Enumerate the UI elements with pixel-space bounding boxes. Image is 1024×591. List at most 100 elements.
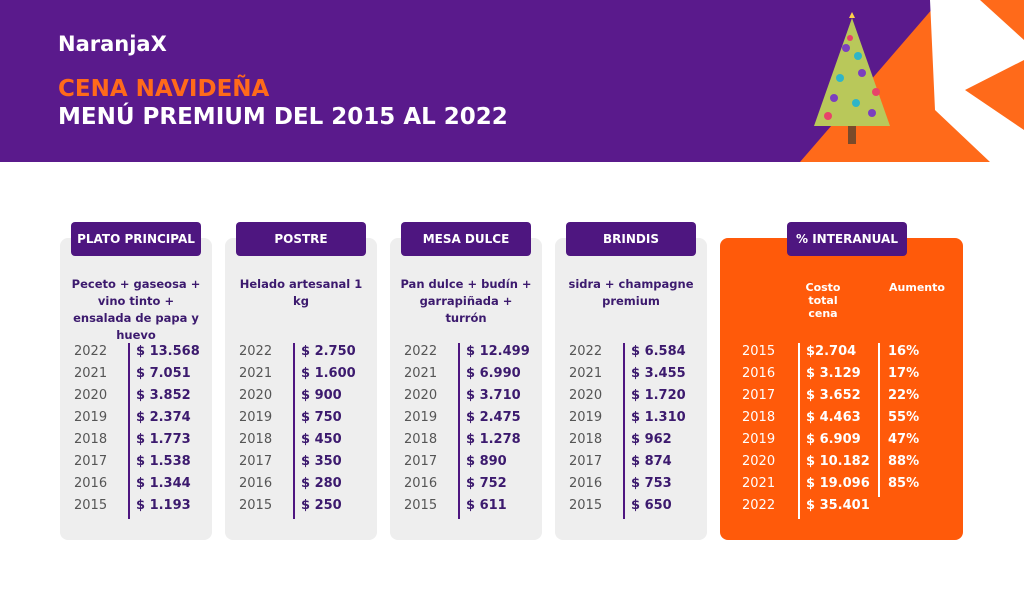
year: 2021 [404, 366, 438, 381]
price: $ 874 [631, 454, 672, 469]
divider [798, 343, 800, 365]
price: $ 2.750 [301, 344, 356, 359]
price: $ 1.720 [631, 388, 686, 403]
header-shapes [800, 0, 1024, 162]
year: 2017 [569, 454, 603, 469]
title: CENA NAVIDEÑA [58, 76, 270, 102]
year: 2017 [742, 388, 776, 403]
divider [878, 453, 880, 475]
price: $ 250 [301, 498, 342, 513]
card [225, 238, 377, 540]
divider [798, 365, 800, 387]
cost: $ 3.652 [806, 388, 861, 403]
increase: 22% [888, 388, 920, 403]
year: 2020 [239, 388, 273, 403]
year: 2016 [569, 476, 603, 491]
divider [878, 365, 880, 387]
year: 2018 [74, 432, 108, 447]
year: 2020 [74, 388, 108, 403]
divider [293, 343, 295, 519]
summary-card [720, 238, 963, 540]
card-label: BRINDIS [566, 222, 696, 256]
price: $ 1.193 [136, 498, 191, 513]
year: 2020 [742, 454, 776, 469]
year: 2017 [74, 454, 108, 469]
brand: NaranjaX [58, 32, 167, 56]
price: $ 962 [631, 432, 672, 447]
year: 2016 [404, 476, 438, 491]
year: 2020 [404, 388, 438, 403]
year: 2019 [404, 410, 438, 425]
cost: $ 4.463 [806, 410, 861, 425]
price: $ 650 [631, 498, 672, 513]
price: $ 450 [301, 432, 342, 447]
year: 2015 [404, 498, 438, 513]
price: $ 890 [466, 454, 507, 469]
year: 2018 [569, 432, 603, 447]
card-label: MESA DULCE [401, 222, 531, 256]
increase: 17% [888, 366, 920, 381]
price: $ 611 [466, 498, 507, 513]
price: $ 280 [301, 476, 342, 491]
increase: 55% [888, 410, 920, 425]
year: 2022 [404, 344, 438, 359]
card [390, 238, 542, 540]
price: $ 750 [301, 410, 342, 425]
year: 2018 [742, 410, 776, 425]
price: $ 2.374 [136, 410, 191, 425]
year: 2016 [742, 366, 776, 381]
divider [798, 409, 800, 431]
card-description: Pan dulce + budín + garrapiñada + turrón [400, 277, 532, 325]
year: 2015 [74, 498, 108, 513]
summary-header: Costo total cena [805, 281, 841, 320]
price: $ 1.344 [136, 476, 191, 491]
card-description: Peceto + gaseosa + vino tinto + ensalada… [71, 277, 201, 342]
cost: $ 35.401 [806, 498, 870, 513]
year: 2021 [74, 366, 108, 381]
divider [128, 343, 130, 519]
price: $ 3.455 [631, 366, 686, 381]
year: 2022 [742, 498, 776, 513]
year: 2022 [239, 344, 273, 359]
price: $ 6.990 [466, 366, 521, 381]
price: $ 1.773 [136, 432, 191, 447]
year: 2022 [74, 344, 108, 359]
cost: $ 3.129 [806, 366, 861, 381]
price: $ 1.600 [301, 366, 356, 381]
card-description: sidra + champagne premium [568, 277, 694, 308]
year: 2018 [239, 432, 273, 447]
divider [878, 343, 880, 365]
year: 2021 [239, 366, 273, 381]
year: 2021 [742, 476, 776, 491]
year: 2015 [742, 344, 776, 359]
year: 2019 [569, 410, 603, 425]
price: $ 6.584 [631, 344, 686, 359]
cost: $2.704 [806, 344, 857, 359]
summary-label: % INTERANUAL [787, 222, 907, 256]
increase: 85% [888, 476, 920, 491]
divider [878, 409, 880, 431]
price: $ 2.475 [466, 410, 521, 425]
cost: $ 10.182 [806, 454, 870, 469]
year: 2021 [569, 366, 603, 381]
price: $ 350 [301, 454, 342, 469]
year: 2015 [239, 498, 273, 513]
subtitle: MENÚ PREMIUM DEL 2015 AL 2022 [58, 104, 508, 130]
increase: 88% [888, 454, 920, 469]
price: $ 12.499 [466, 344, 530, 359]
divider [798, 453, 800, 475]
divider [798, 475, 800, 497]
year: 2017 [239, 454, 273, 469]
card-label: PLATO PRINCIPAL [71, 222, 201, 256]
year: 2020 [569, 388, 603, 403]
increase: 47% [888, 432, 920, 447]
price: $ 7.051 [136, 366, 191, 381]
card [60, 238, 212, 540]
card-label: POSTRE [236, 222, 366, 256]
divider [878, 387, 880, 409]
price: $ 1.538 [136, 454, 191, 469]
divider [878, 475, 880, 497]
year: 2022 [569, 344, 603, 359]
price: $ 1.278 [466, 432, 521, 447]
